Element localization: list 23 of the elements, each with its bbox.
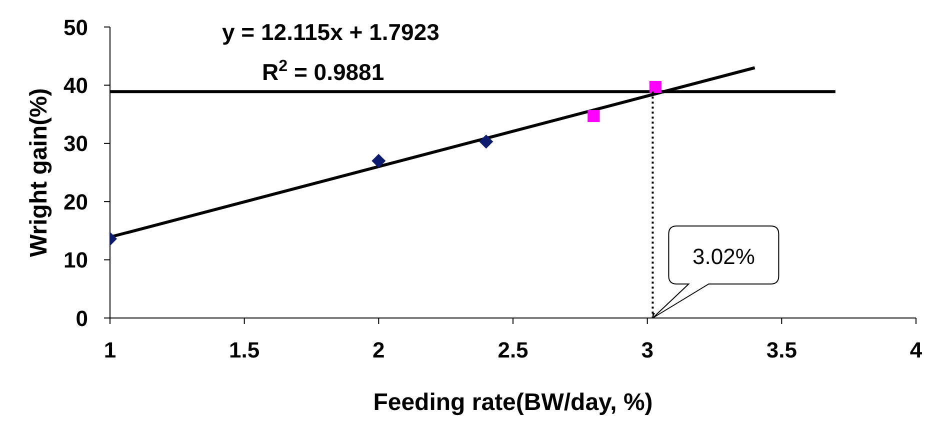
y-axis-title: Wright gain(%) bbox=[26, 88, 53, 257]
y-tick-label: 40 bbox=[64, 73, 88, 98]
callout-box: 3.02% bbox=[652, 226, 780, 318]
x-axis-title: Feeding rate(BW/day, %) bbox=[373, 389, 653, 416]
x-tick-label: 2 bbox=[372, 338, 385, 363]
point bbox=[649, 80, 662, 93]
x-tick-label: 1.5 bbox=[229, 338, 260, 363]
point bbox=[588, 110, 600, 122]
y-tick-label: 30 bbox=[64, 131, 88, 156]
x-tick-label: 1 bbox=[104, 338, 116, 363]
y-tick-label: 0 bbox=[76, 306, 88, 331]
x-tick-label: 3 bbox=[641, 338, 654, 363]
y-tick-label: 50 bbox=[64, 14, 88, 40]
x-tick-label: 3.5 bbox=[766, 338, 797, 363]
x-tick-label: 2.5 bbox=[498, 338, 528, 363]
point bbox=[372, 154, 386, 168]
annotation: y = 12.115x + 1.7923 bbox=[222, 19, 440, 45]
ref-line-label: 3.02% bbox=[692, 244, 755, 269]
point bbox=[479, 134, 494, 149]
y-tick-label: 10 bbox=[64, 248, 88, 273]
annotation: R$^{2}$ = 0.9881 bbox=[262, 57, 384, 85]
y-tick-label: 20 bbox=[64, 189, 88, 214]
x-tick-label: 4 bbox=[910, 338, 923, 363]
